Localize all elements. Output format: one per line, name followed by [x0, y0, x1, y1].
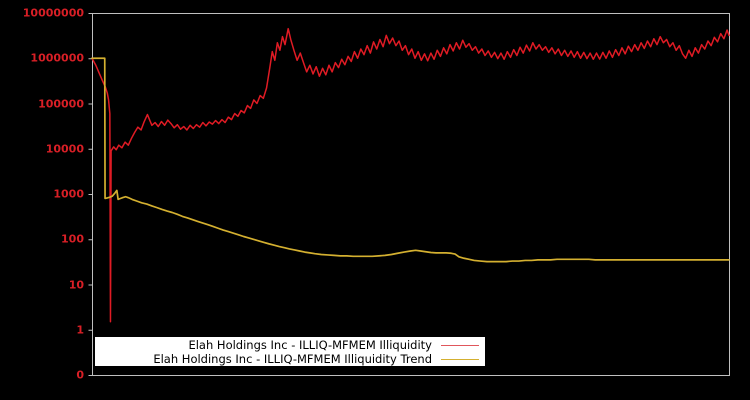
- y-axis-tick-label: 1000: [53, 187, 84, 201]
- y-axis-tick-marks: [88, 13, 93, 376]
- legend-entry-illiquidity: Elah Holdings Inc - ILLIQ-MFMEM Illiquid…: [188, 338, 481, 352]
- y-axis-tick-label: 1000000: [30, 51, 84, 65]
- legend-entry-illiquidity-trend: Elah Holdings Inc - ILLIQ-MFMEM Illiquid…: [153, 352, 481, 366]
- y-axis-tick-label: 10000000: [22, 6, 84, 20]
- legend-swatch-illiquidity-trend: [441, 358, 479, 360]
- plot-frame: [92, 13, 730, 376]
- chart-legend: Elah Holdings Inc - ILLIQ-MFMEM Illiquid…: [95, 337, 485, 366]
- y-axis-tick-label: 0: [76, 368, 84, 382]
- legend-label-illiquidity-trend: Elah Holdings Inc - ILLIQ-MFMEM Illiquid…: [153, 351, 432, 366]
- y-axis-tick-label: 100: [61, 232, 84, 246]
- data-series-layer: [91, 27, 730, 323]
- legend-label-illiquidity: Elah Holdings Inc - ILLIQ-MFMEM Illiquid…: [188, 337, 432, 352]
- y-axis-tick-label: 1: [76, 323, 84, 337]
- y-axis-tick-label: 10000: [45, 142, 84, 156]
- legend-swatch-illiquidity: [441, 344, 479, 346]
- y-axis-tick-label: 10: [68, 278, 84, 291]
- y-axis-tick-label: 100000: [38, 97, 84, 110]
- series-line: [91, 27, 730, 323]
- series-line: [91, 57, 730, 263]
